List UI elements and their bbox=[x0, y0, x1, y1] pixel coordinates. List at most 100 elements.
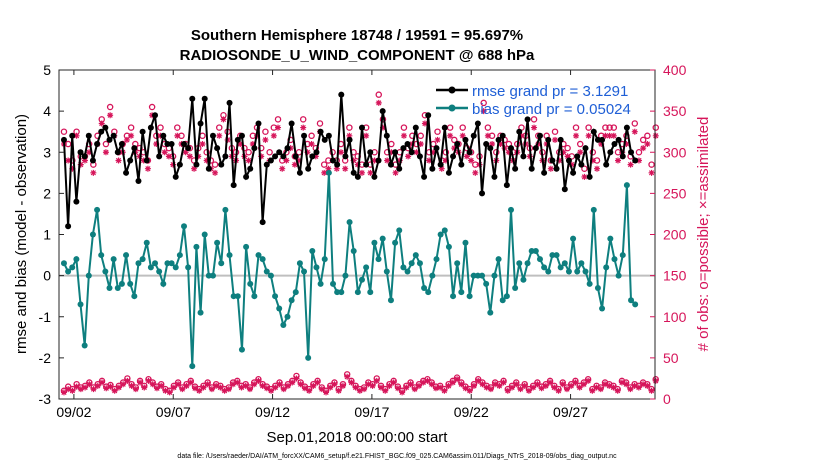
obs_assimilated-point bbox=[262, 136, 269, 143]
bias-point bbox=[272, 293, 279, 300]
obs_low_assimilated-point bbox=[289, 379, 296, 386]
x-tick-label: 09/17 bbox=[354, 404, 389, 420]
obs_low_assimilated-point bbox=[640, 381, 647, 388]
obs_assimilated-point bbox=[275, 124, 282, 131]
obs_possible-point bbox=[446, 124, 454, 131]
bias-point bbox=[392, 239, 399, 246]
bias-point bbox=[106, 284, 113, 291]
bias-point bbox=[520, 276, 527, 283]
bias-point bbox=[292, 289, 299, 296]
legend: rmse grand pr = 3.1291 bias grand pr = 0… bbox=[436, 83, 631, 118]
rmse-point bbox=[234, 136, 241, 143]
bias-point bbox=[445, 243, 452, 250]
rmse-point bbox=[81, 153, 88, 160]
bias-point bbox=[379, 235, 386, 242]
obs_possible-point bbox=[606, 124, 613, 131]
obs_assimilated-point bbox=[354, 161, 361, 168]
bias-point bbox=[301, 268, 308, 275]
obs_low_assimilated-point bbox=[555, 387, 562, 394]
rmse-point bbox=[512, 165, 519, 172]
obs_assimilated-point bbox=[195, 153, 202, 160]
x-axis: 09/02 09/07 09/12 09/17 09/22 09/27 bbox=[56, 70, 588, 420]
obs_possible-point bbox=[157, 124, 164, 131]
obs_assimilated-point bbox=[518, 132, 525, 139]
obs_low_assimilated-point bbox=[251, 381, 258, 388]
obs_assimilated-point bbox=[203, 157, 210, 164]
obs_assimilated-point bbox=[153, 141, 160, 148]
y-tick-label-left: 4 bbox=[43, 103, 51, 119]
rmse-point bbox=[396, 165, 403, 172]
obs_assimilated-point bbox=[90, 169, 97, 176]
obs_low_assimilated-point bbox=[221, 387, 228, 394]
obs_assimilated-point bbox=[463, 153, 470, 160]
bias-point bbox=[570, 235, 577, 242]
bias-point bbox=[416, 260, 423, 267]
obs_assimilated-point bbox=[325, 165, 332, 172]
rmse-point bbox=[60, 136, 67, 143]
bias-point bbox=[189, 363, 196, 370]
obs_low_assimilated-point bbox=[107, 383, 114, 390]
obs_assimilated-point bbox=[65, 157, 72, 164]
bias-point bbox=[330, 280, 337, 287]
bias-point bbox=[284, 313, 291, 320]
obs_low_assimilated-point bbox=[162, 387, 169, 394]
rmse-point bbox=[437, 161, 444, 168]
obs_low_assimilated-point bbox=[242, 382, 249, 389]
y-tick-label-right: 400 bbox=[663, 62, 687, 78]
obs_low_assimilated-point bbox=[454, 376, 461, 383]
rmse-point bbox=[458, 161, 465, 168]
y-tick-label-left: -1 bbox=[39, 309, 52, 325]
rmse-point bbox=[321, 136, 328, 143]
rmse-point bbox=[553, 165, 560, 172]
obs_low_assimilated-point bbox=[301, 385, 308, 392]
rmse-point bbox=[69, 132, 76, 139]
obs_low_assimilated-point bbox=[183, 382, 190, 389]
rmse-point bbox=[313, 149, 320, 156]
bias-point bbox=[603, 264, 610, 271]
rmse-point bbox=[441, 124, 448, 131]
bias-point bbox=[367, 289, 374, 296]
obs_assimilated-point bbox=[379, 124, 386, 131]
bias-point bbox=[396, 227, 403, 234]
bias-point bbox=[387, 297, 394, 304]
obs_assimilated-point bbox=[434, 136, 441, 143]
obs_possible-point bbox=[102, 140, 110, 148]
rmse-point bbox=[77, 149, 84, 156]
obs_assimilated-point bbox=[577, 149, 584, 156]
obs_low_assimilated-point bbox=[610, 384, 617, 391]
rmse-point bbox=[508, 145, 515, 152]
rmse-point bbox=[350, 169, 357, 176]
obs_assimilated-point bbox=[174, 132, 181, 139]
rmse-point bbox=[222, 153, 229, 160]
bias-point bbox=[487, 309, 494, 316]
obs_low_assimilated-point bbox=[382, 387, 389, 394]
obs_low_assimilated-point bbox=[327, 384, 334, 391]
bias-point bbox=[375, 256, 382, 263]
obs_low_assimilated-point bbox=[424, 377, 431, 384]
y-tick-label-left: 0 bbox=[43, 268, 51, 284]
obs_assimilated-point bbox=[489, 141, 496, 148]
rmse-point bbox=[218, 161, 225, 168]
bias-point bbox=[243, 243, 250, 250]
y-tick-label-left: 5 bbox=[43, 62, 51, 78]
rmse-point bbox=[367, 149, 374, 156]
rmse-point bbox=[532, 145, 539, 152]
bias-point bbox=[632, 301, 639, 308]
y-tick-label-left: 2 bbox=[43, 185, 51, 201]
obs_low_assimilated-point bbox=[373, 377, 380, 384]
bias-point bbox=[280, 321, 287, 328]
obs_possible-point bbox=[530, 116, 538, 123]
bias-point bbox=[296, 260, 303, 267]
obs_possible-point bbox=[602, 124, 609, 131]
rmse-point bbox=[400, 145, 407, 152]
rmse-point bbox=[623, 124, 630, 131]
obs_low_assimilated-point bbox=[572, 379, 579, 386]
rmse-point bbox=[226, 99, 233, 106]
obs_low_assimilated-point bbox=[280, 386, 287, 393]
obs_assimilated-point bbox=[73, 132, 80, 139]
y-tick-label-right: 300 bbox=[663, 144, 687, 160]
rmse-point bbox=[421, 173, 428, 180]
obs_assimilated-point bbox=[392, 169, 399, 176]
obs_assimilated-point bbox=[350, 157, 357, 164]
bias-point bbox=[363, 264, 370, 271]
